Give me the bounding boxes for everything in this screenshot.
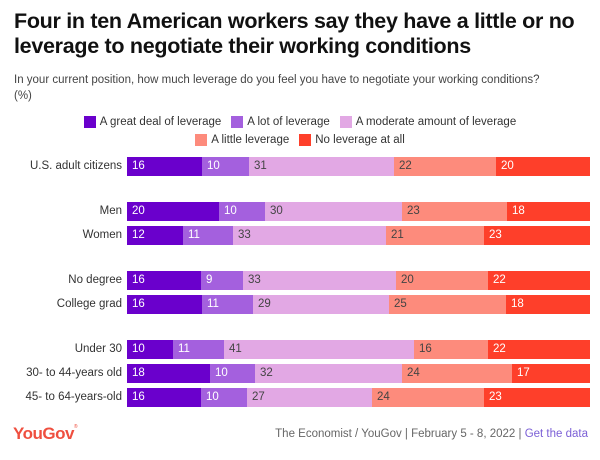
segment-no-leverage-at-all: 18 [506, 295, 590, 314]
segment-a-little-leverage: 24 [372, 388, 484, 407]
segment-a-great-deal-of-leverage: 16 [127, 295, 202, 314]
segment-a-great-deal-of-leverage: 18 [127, 364, 210, 383]
segment-a-little-leverage: 24 [402, 364, 512, 383]
bar-under-30: 10 11 41 16 22 [127, 340, 590, 359]
segment-a-little-leverage: 21 [386, 226, 484, 245]
legend-item-a-great-deal-of-leverage: A great deal of leverage [83, 114, 222, 130]
segment-a-moderate-amount-of-leverage: 32 [255, 364, 402, 383]
segment-a-moderate-amount-of-leverage: 33 [243, 271, 396, 290]
segment-a-lot-of-leverage: 10 [219, 202, 265, 221]
segment-no-leverage-at-all: 23 [484, 388, 590, 407]
segment-a-lot-of-leverage: 10 [202, 157, 249, 176]
legend: A great deal of leverage A lot of leverag… [0, 113, 600, 149]
legend-label: A moderate amount of leverage [355, 116, 517, 128]
subtitle-unit: (%) [14, 90, 32, 102]
segment-a-little-leverage: 23 [402, 202, 507, 221]
chart-subtitle: In your current position, how much lever… [14, 72, 594, 104]
bar-u-s-adult-citizens: 16 10 31 22 20 [127, 157, 590, 176]
row-label-30-to-44-years-old: 30- to 44-years old [26, 367, 122, 379]
legend-item-a-little-leverage: A little leverage [195, 132, 289, 148]
bar-college-grad: 16 11 29 25 18 [127, 295, 590, 314]
legend-label: A great deal of leverage [99, 116, 222, 128]
row-label-45-to-64-years-old: 45- to 64-years-old [25, 391, 122, 403]
bar-no-degree: 16 9 33 20 22 [127, 271, 590, 290]
segment-a-moderate-amount-of-leverage: 27 [247, 388, 372, 407]
yougov-logo: YouGov® [13, 424, 78, 444]
row-label-under-30: Under 30 [74, 343, 122, 355]
bar-men: 20 10 30 23 18 [127, 202, 590, 221]
legend-label: No leverage at all [315, 134, 405, 146]
bar-women: 12 11 33 21 23 [127, 226, 590, 245]
segment-a-moderate-amount-of-leverage: 31 [249, 157, 394, 176]
get-the-data-link[interactable]: Get the data [524, 428, 588, 440]
segment-a-lot-of-leverage: 9 [201, 271, 243, 290]
legend-item-a-lot-of-leverage: A lot of leverage [231, 114, 330, 130]
segment-a-little-leverage: 22 [394, 157, 496, 176]
chart-title: Four in ten American workers say they ha… [14, 9, 575, 58]
row-label-college-grad: College grad [56, 298, 122, 310]
segment-a-lot-of-leverage: 10 [210, 364, 255, 383]
segment-no-leverage-at-all: 22 [488, 340, 590, 359]
segment-no-leverage-at-all: 23 [484, 226, 590, 245]
legend-swatch [83, 116, 96, 128]
segment-a-great-deal-of-leverage: 16 [127, 388, 201, 407]
legend-swatch [339, 116, 352, 128]
segment-a-moderate-amount-of-leverage: 30 [265, 202, 402, 221]
row-label-men: Men [99, 205, 122, 217]
segment-a-little-leverage: 20 [396, 271, 488, 290]
segment-a-moderate-amount-of-leverage: 33 [233, 226, 386, 245]
segment-a-lot-of-leverage: 11 [173, 340, 224, 359]
segment-no-leverage-at-all: 22 [488, 271, 590, 290]
segment-a-great-deal-of-leverage: 10 [127, 340, 173, 359]
segment-a-great-deal-of-leverage: 16 [127, 157, 202, 176]
segment-a-moderate-amount-of-leverage: 41 [224, 340, 414, 359]
legend-row-1: A great deal of leverage A lot of leverag… [0, 113, 600, 131]
logo-text: YouGov [13, 424, 74, 443]
row-label-no-degree: No degree [68, 274, 122, 286]
row-label-u-s-adult-citizens: U.S. adult citizens [29, 160, 122, 172]
segment-a-moderate-amount-of-leverage: 29 [253, 295, 389, 314]
segment-no-leverage-at-all: 20 [496, 157, 590, 176]
segment-no-leverage-at-all: 18 [507, 202, 590, 221]
row-label-women: Women [82, 229, 122, 241]
segment-a-little-leverage: 25 [389, 295, 506, 314]
legend-swatch [231, 116, 244, 128]
legend-swatch [195, 134, 208, 146]
bar-45-to-64-years-old: 16 10 27 24 23 [127, 388, 590, 407]
segment-a-great-deal-of-leverage: 20 [127, 202, 219, 221]
registered-mark: ® [73, 424, 78, 430]
segment-a-lot-of-leverage: 11 [202, 295, 253, 314]
footer-source: The Economist / YouGov | February 5 - 8,… [275, 428, 588, 440]
subtitle-question: In your current position, how much lever… [14, 74, 540, 86]
legend-item-no-leverage-at-all: No leverage at all [299, 132, 405, 148]
source-text: The Economist / YouGov | February 5 - 8,… [275, 428, 522, 440]
segment-no-leverage-at-all: 17 [512, 364, 590, 383]
segment-a-great-deal-of-leverage: 16 [127, 271, 201, 290]
legend-label: A little leverage [211, 134, 290, 146]
legend-label: A lot of leverage [247, 116, 330, 128]
legend-item-a-moderate-amount-of-leverage: A moderate amount of leverage [339, 114, 517, 130]
segment-a-lot-of-leverage: 10 [201, 388, 247, 407]
bar-30-to-44-years-old: 18 10 32 24 17 [127, 364, 590, 383]
legend-row-2: A little leverage No leverage at all [0, 131, 600, 149]
legend-swatch [299, 134, 312, 146]
segment-a-great-deal-of-leverage: 12 [127, 226, 183, 245]
segment-a-lot-of-leverage: 11 [183, 226, 233, 245]
segment-a-little-leverage: 16 [414, 340, 488, 359]
